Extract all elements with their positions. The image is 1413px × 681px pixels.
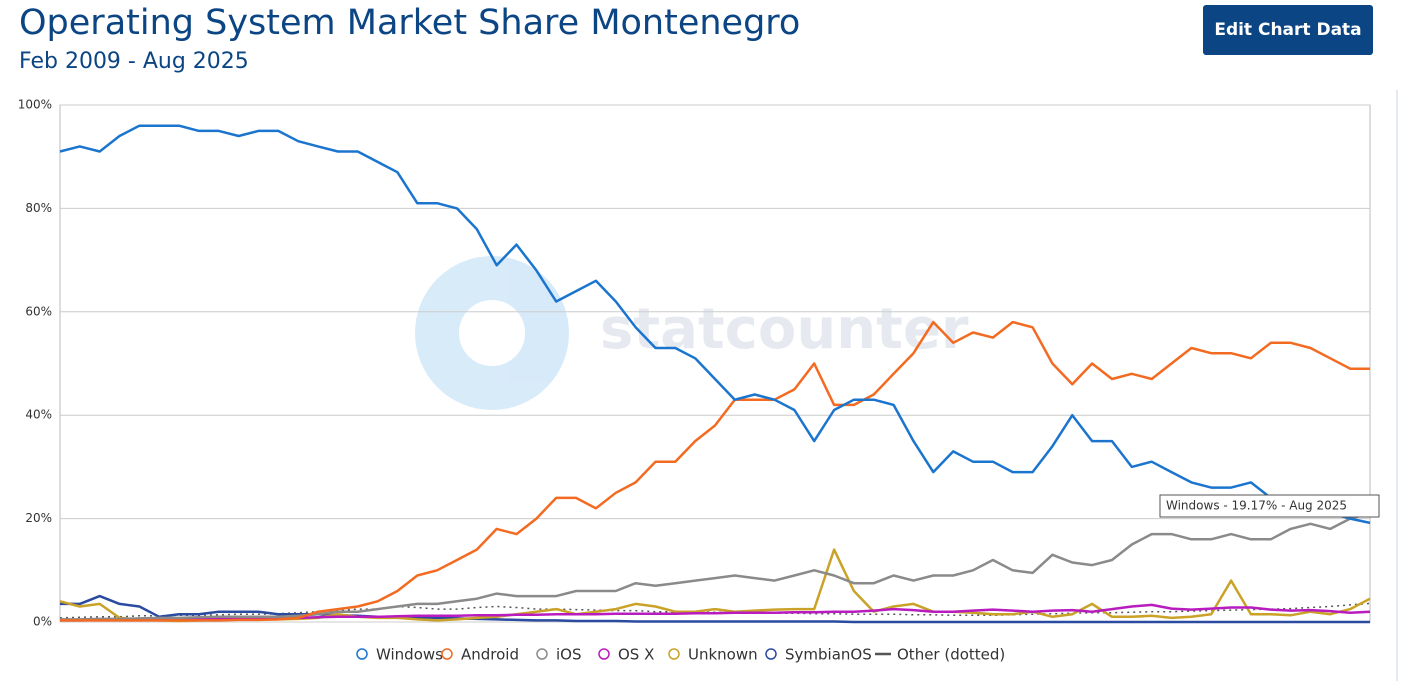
legend-marker — [356, 648, 368, 660]
legend-label: Windows — [376, 646, 443, 664]
y-tick-label: 40% — [25, 408, 52, 422]
series-line — [60, 512, 1371, 621]
series-line — [60, 603, 1371, 622]
legend-label: Android — [461, 646, 519, 664]
plot-border — [59, 104, 1371, 623]
series-line — [60, 320, 1370, 622]
legend-label: OS X — [618, 646, 654, 664]
series-line — [59, 602, 1371, 619]
legend-label: SymbianOS — [785, 646, 872, 664]
legend-label: Other (dotted) — [897, 646, 1005, 664]
legend-label: iOS — [556, 646, 582, 664]
chart-title: Operating System Market Share Montenegro — [19, 3, 800, 43]
tooltip-box — [1159, 494, 1380, 518]
svg-text:statcounter: statcounter — [600, 297, 969, 362]
legend-marker — [536, 648, 548, 660]
series-line — [59, 124, 1371, 525]
y-tick-label: 0% — [33, 615, 52, 629]
y-tick-label: 20% — [25, 511, 52, 525]
chart-subtitle: Feb 2009 - Aug 2025 — [19, 49, 249, 74]
tooltip-text: Windows - 19.17% - Aug 2025 — [1166, 499, 1347, 513]
legend-marker — [668, 648, 680, 660]
legend-marker — [598, 648, 610, 660]
legend-marker — [765, 648, 777, 660]
y-tick-label: 100% — [18, 98, 52, 112]
watermark: statcounter — [415, 256, 969, 410]
legend-marker — [441, 648, 453, 660]
series-line — [60, 594, 1370, 624]
series-line — [59, 548, 1371, 623]
legend-label: Unknown — [688, 646, 758, 664]
edit-chart-data-button[interactable]: Edit Chart Data — [1203, 5, 1373, 55]
y-tick-label: 60% — [25, 304, 52, 318]
y-tick-label: 80% — [25, 201, 52, 215]
